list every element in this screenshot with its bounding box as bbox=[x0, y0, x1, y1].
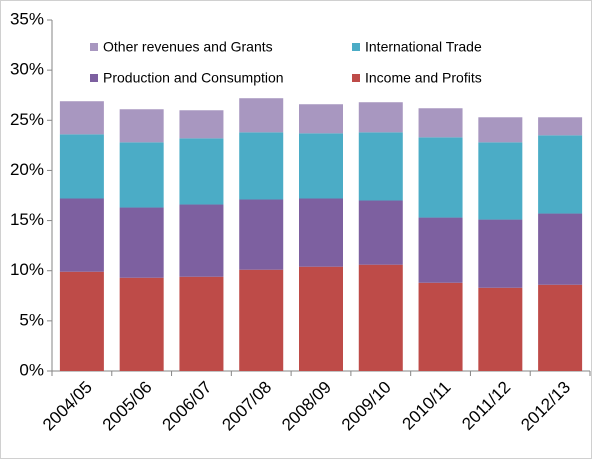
x-tick-label: 2008/09 bbox=[278, 378, 335, 435]
bar-segment bbox=[239, 132, 284, 200]
bar-segment bbox=[119, 277, 164, 371]
bar-segment bbox=[179, 110, 224, 139]
bar-segment bbox=[299, 133, 343, 199]
bar-segment bbox=[478, 142, 523, 220]
legend-swatch bbox=[352, 43, 360, 51]
x-tick-label: 2009/10 bbox=[338, 378, 395, 435]
bar-segment bbox=[538, 284, 583, 371]
x-tick-label: 2011/12 bbox=[458, 378, 514, 434]
y-tick-label: 0% bbox=[19, 360, 44, 379]
bar-segment bbox=[478, 219, 523, 288]
bar-segment bbox=[418, 137, 463, 218]
bar-segment bbox=[478, 117, 523, 143]
bar-segment bbox=[119, 207, 164, 278]
bar-segment bbox=[358, 132, 403, 201]
x-tick-label: 2004/05 bbox=[39, 378, 96, 435]
x-tick-label: 2006/07 bbox=[159, 378, 216, 435]
bar-segment bbox=[418, 282, 463, 371]
bar-segment bbox=[59, 198, 104, 272]
bar-segment bbox=[299, 104, 343, 134]
bar-segment bbox=[119, 142, 164, 208]
bar-segment bbox=[358, 264, 403, 371]
y-tick-label: 25% bbox=[10, 110, 44, 129]
bar-segment bbox=[418, 217, 463, 283]
bar-segment bbox=[538, 135, 583, 214]
bar-segment bbox=[239, 98, 284, 133]
legend-label: Production and Consumption bbox=[103, 70, 284, 86]
bar-segment bbox=[358, 200, 403, 265]
bar-segment bbox=[358, 102, 403, 133]
legend-label: Income and Profits bbox=[365, 70, 482, 86]
legend-label: International Trade bbox=[365, 39, 482, 55]
bar-segment bbox=[119, 109, 164, 143]
bar-segment bbox=[299, 198, 343, 267]
bar-segment bbox=[59, 134, 104, 199]
legend-label: Other revenues and Grants bbox=[103, 39, 273, 55]
bar-segment bbox=[538, 213, 583, 285]
bar-segment bbox=[538, 117, 583, 136]
x-tick-label: 2005/06 bbox=[99, 378, 156, 435]
y-tick-label: 35% bbox=[10, 9, 44, 28]
bar-segment bbox=[299, 266, 343, 371]
x-tick-label: 2007/08 bbox=[218, 378, 275, 435]
legend-swatch bbox=[90, 43, 98, 51]
bar-segment bbox=[478, 287, 523, 371]
bar-segment bbox=[179, 138, 224, 205]
x-tick-label: 2010/11 bbox=[399, 378, 455, 434]
bar-segment bbox=[239, 199, 284, 270]
y-tick-label: 10% bbox=[10, 260, 44, 279]
legend: Income and Profits Production and Consump… bbox=[90, 39, 482, 86]
y-tick-label: 15% bbox=[10, 210, 44, 229]
bar-segment bbox=[239, 269, 284, 371]
legend-swatch bbox=[90, 74, 98, 82]
y-tick-label: 30% bbox=[10, 60, 44, 79]
bar-segment bbox=[179, 276, 224, 371]
y-tick-label: 5% bbox=[19, 310, 44, 329]
bar-segment bbox=[59, 101, 104, 135]
bar-segment bbox=[179, 204, 224, 277]
y-tick-label: 20% bbox=[10, 160, 44, 179]
legend-swatch bbox=[352, 74, 360, 82]
x-tick-label: 2012/13 bbox=[517, 378, 574, 435]
bar-segment bbox=[59, 271, 104, 371]
bar-segment bbox=[418, 108, 463, 138]
